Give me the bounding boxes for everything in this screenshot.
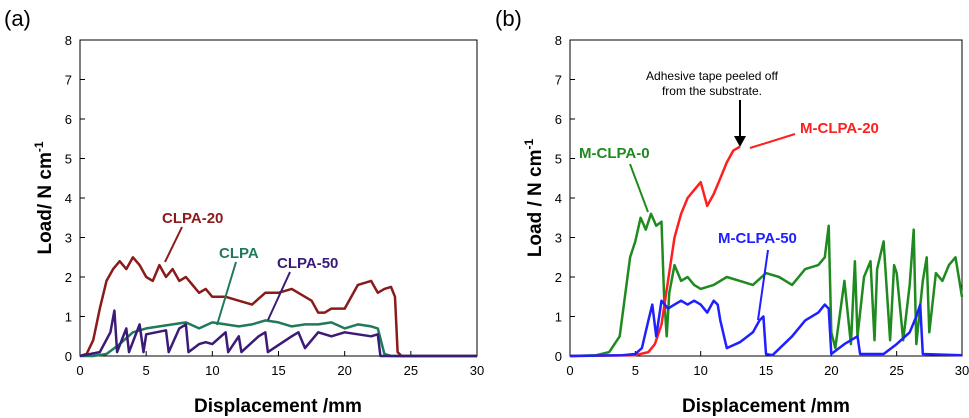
panel-b-y-tick-label: 2 xyxy=(555,270,562,285)
pointer-clpa-50 xyxy=(267,271,291,321)
series-line-clpa-20 xyxy=(79,256,477,358)
panel-a-y-tick-label: 3 xyxy=(65,231,72,246)
panel-b-y-tick-label: 3 xyxy=(555,231,562,246)
panel-b-y-axis-title-group: Load / N cm-1 xyxy=(522,138,546,257)
panel-a-y-tick-label: 6 xyxy=(65,112,72,127)
panel-b: (b) 0 5 10 15 20 25 30 0 1 2 3 4 5 6 7 8 Displacement /… xyxy=(495,6,969,417)
panel-b-y-tick-label: 4 xyxy=(555,191,562,206)
panel-b-x-tick-label: 20 xyxy=(824,363,838,378)
panel-b-y-tick-label: 6 xyxy=(555,112,562,127)
panel-b-x-tick-label: 15 xyxy=(759,363,773,378)
panel-a-x-tick-label: 0 xyxy=(76,363,83,378)
panel-a-y-tick-label: 7 xyxy=(65,73,72,88)
pointer-clpa-20 xyxy=(164,226,183,263)
panel-b-x-tick-label: 5 xyxy=(632,363,639,378)
series-line-m-clpa-20 xyxy=(569,145,741,358)
panel-a-x-tick-label: 30 xyxy=(470,363,484,378)
pointer-m-clpa-20 xyxy=(749,133,796,149)
panel-b-series xyxy=(569,145,964,358)
panel-a-x-tick-label: 20 xyxy=(337,363,351,378)
panel-b-x-tick-label: 25 xyxy=(889,363,903,378)
panel-a-series xyxy=(79,256,477,358)
panel-b-letter: (b) xyxy=(495,6,522,31)
panel-b-y-tick-label: 0 xyxy=(555,349,562,364)
panel-a-plot-frame xyxy=(79,39,478,357)
panel-a-y-tick-label: 4 xyxy=(65,191,72,206)
panel-a-x-tick-label: 15 xyxy=(271,363,285,378)
panel-a-x-tick-label: 5 xyxy=(143,363,150,378)
series-line-m-clpa-0 xyxy=(569,212,964,358)
label-m-clpa-20: M-CLPA-20 xyxy=(800,120,879,137)
panel-a-y-tick-label: 2 xyxy=(65,270,72,285)
label-clpa: CLPA xyxy=(219,245,259,262)
panel-a-y-tick-label: 0 xyxy=(65,349,72,364)
panel-b-x-tick-label: 0 xyxy=(566,363,573,378)
panel-b-x-tick-label: 10 xyxy=(693,363,707,378)
panel-b-y-tick-label: 7 xyxy=(555,73,562,88)
pointer-m-clpa-50 xyxy=(757,249,769,321)
panel-a-ticks: 0 5 10 15 20 25 30 0 1 2 3 4 5 6 7 8 xyxy=(65,33,484,378)
label-clpa-20: CLPA-20 xyxy=(162,210,223,227)
panel-b-y-axis-title: Load / N cm-1 xyxy=(522,138,546,257)
annotation-line-2: from the substrate. xyxy=(662,84,762,98)
panel-b-x-tick-label: 30 xyxy=(955,363,969,378)
label-m-clpa-50: M-CLPA-50 xyxy=(718,230,797,247)
panel-b-y-tick-label: 1 xyxy=(555,310,562,325)
panel-b-plot-frame xyxy=(569,39,963,357)
panel-b-x-axis-title: Displacement /mm xyxy=(682,396,850,417)
pointer-clpa xyxy=(216,261,237,326)
panel-a-x-axis-title: Displacement /mm xyxy=(194,396,362,417)
series-line-m-clpa-50 xyxy=(569,299,963,358)
panel-a-letter: (a) xyxy=(4,6,31,31)
panel-a-y-axis-title-group: Load/ N cm-1 xyxy=(32,141,56,254)
label-m-clpa-0: M-CLPA-0 xyxy=(579,145,650,162)
panel-a-y-axis-title: Load/ N cm-1 xyxy=(32,141,56,254)
panel-a-y-tick-label: 5 xyxy=(65,152,72,167)
panel-a-y-tick-label: 1 xyxy=(65,310,72,325)
panel-a-x-tick-label: 25 xyxy=(404,363,418,378)
panel-a-x-tick-label: 10 xyxy=(205,363,219,378)
panel-a: (a) 0 5 10 15 20 25 30 0 1 2 3 4 5 6 7 8 Displacement /… xyxy=(4,6,484,417)
pointer-m-clpa-0 xyxy=(629,163,649,213)
annotation-line-1: Adhesive tape peeled off xyxy=(646,69,779,83)
label-clpa-50: CLPA-50 xyxy=(277,255,338,272)
annotation-arrow-head xyxy=(734,136,746,147)
panel-a-y-tick-label: 8 xyxy=(65,33,72,48)
panel-b-y-tick-label: 5 xyxy=(555,152,562,167)
panel-b-y-tick-label: 8 xyxy=(555,33,562,48)
series-line-clpa-50 xyxy=(79,309,477,358)
